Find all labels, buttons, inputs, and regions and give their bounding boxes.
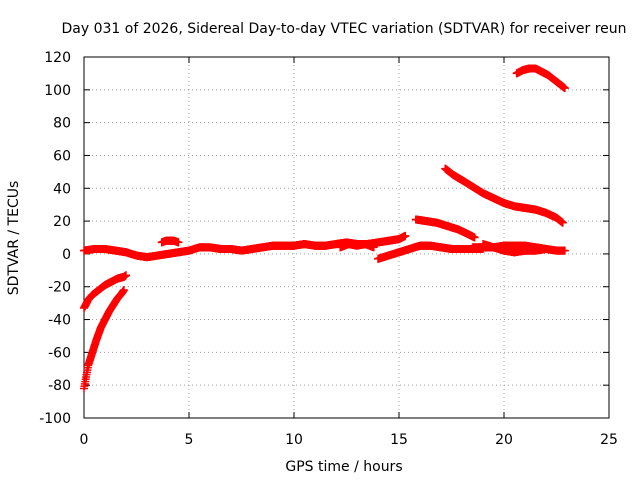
- series-arc-17h: [441, 164, 567, 227]
- series-arc-16h: [411, 215, 479, 242]
- y-axis-label: SDTVAR / TECUs: [6, 181, 22, 296]
- data-point: [174, 238, 183, 247]
- series-arc-4h: [157, 236, 183, 247]
- x-tick-label: 15: [390, 432, 408, 448]
- y-tick-label: 100: [44, 83, 71, 99]
- x-tick-label: 5: [185, 432, 194, 448]
- data-point: [560, 246, 569, 255]
- y-tick-label: -80: [48, 378, 71, 394]
- y-tick-label: 120: [44, 50, 71, 66]
- series-arc-rise-short: [80, 271, 130, 313]
- data-points: [80, 64, 569, 393]
- series-arc-rise-steep: [80, 286, 128, 393]
- y-tick-label: 80: [53, 116, 71, 132]
- x-tick-label: 20: [495, 432, 513, 448]
- y-tick-label: 40: [53, 181, 71, 197]
- axis-ticks: -100 -80 -60 -40 -20 0 20 40 60 80 100 120 0 5 10 15 20 2…: [39, 50, 618, 448]
- x-tick-label: 0: [80, 432, 89, 448]
- series-arc-21h: [512, 64, 569, 93]
- data-point: [369, 243, 378, 252]
- y-tick-label: -40: [48, 313, 71, 329]
- y-tick-label: 20: [53, 214, 71, 230]
- plot-frame: [83, 56, 610, 419]
- data-point: [558, 218, 567, 227]
- y-tick-label: 60: [53, 148, 71, 164]
- data-point: [542, 244, 550, 253]
- data-point: [470, 233, 479, 242]
- x-tick-label: 10: [285, 432, 303, 448]
- x-axis-label: GPS time / hours: [285, 459, 402, 475]
- series-arc-cross: [374, 241, 487, 263]
- data-point: [560, 84, 569, 93]
- data-point: [401, 231, 410, 240]
- y-tick-label: -60: [48, 345, 71, 361]
- x-tick-label: 25: [600, 432, 618, 448]
- y-tick-label: -100: [39, 411, 71, 427]
- chart-title: Day 031 of 2026, Sidereal Day-to-day VTE…: [61, 21, 626, 37]
- data-point: [122, 271, 130, 280]
- y-tick-label: 0: [62, 247, 71, 263]
- series-arc-20h: [468, 241, 550, 253]
- y-tick-label: -20: [48, 280, 71, 296]
- grid-lines: [84, 57, 609, 418]
- data-point: [119, 286, 128, 295]
- series-arc-12h: [336, 240, 378, 252]
